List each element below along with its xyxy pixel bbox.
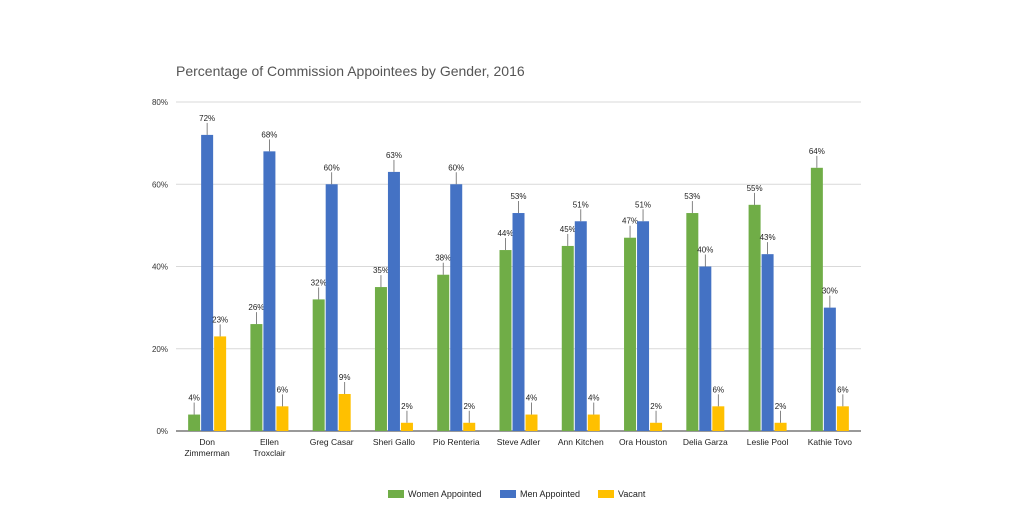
bar — [312, 299, 325, 431]
bar — [387, 171, 400, 431]
data-label: 2% — [650, 402, 662, 411]
legend-item: Vacant — [598, 489, 645, 499]
bar — [712, 406, 725, 431]
bar — [637, 221, 650, 431]
bar — [250, 324, 263, 431]
data-label: 53% — [510, 192, 526, 201]
y-tick-label: 0% — [156, 427, 168, 436]
legend-swatch — [598, 490, 614, 498]
x-tick-label: Leslie Pool — [747, 437, 789, 447]
legend-swatch — [500, 490, 516, 498]
data-label: 35% — [373, 266, 389, 275]
bar — [263, 151, 276, 431]
x-tick-label: Ann Kitchen — [558, 437, 604, 447]
x-tick-label: Don — [199, 437, 215, 447]
data-label: 51% — [573, 200, 589, 209]
x-tick-label: Kathie Tovo — [808, 437, 853, 447]
data-label: 32% — [311, 278, 327, 287]
x-tick-label: Sheri Gallo — [373, 437, 415, 447]
bar — [437, 274, 450, 431]
bar — [574, 221, 587, 431]
data-label: 51% — [635, 200, 651, 209]
data-label: 55% — [747, 184, 763, 193]
data-label: 30% — [822, 287, 838, 296]
bar — [188, 414, 201, 431]
data-label: 4% — [526, 394, 538, 403]
data-label: 6% — [277, 385, 289, 394]
data-label: 40% — [697, 246, 713, 255]
bar — [624, 237, 637, 431]
bar — [512, 213, 525, 431]
bar — [214, 336, 227, 431]
data-label: 63% — [386, 151, 402, 160]
x-tick-label: Greg Casar — [310, 437, 354, 447]
bar — [587, 414, 600, 431]
data-label: 2% — [401, 402, 413, 411]
x-tick-label: Troxclair — [253, 448, 285, 458]
bar — [525, 414, 538, 431]
bar — [499, 250, 512, 431]
bar — [650, 422, 663, 431]
legend-item: Men Appointed — [500, 489, 580, 499]
y-tick-label: 80% — [152, 98, 168, 107]
y-tick-label: 20% — [152, 345, 168, 354]
data-label: 23% — [212, 315, 228, 324]
data-label: 2% — [463, 402, 475, 411]
bar — [774, 422, 787, 431]
x-tick-label: Steve Adler — [497, 437, 541, 447]
bar — [374, 287, 387, 431]
x-tick-label: Delia Garza — [683, 437, 728, 447]
data-label: 47% — [622, 217, 638, 226]
legend-label: Vacant — [618, 489, 646, 499]
x-tick-label: Ellen — [260, 437, 279, 447]
y-tick-label: 40% — [152, 263, 168, 272]
y-tick-label: 60% — [152, 180, 168, 189]
data-label: 9% — [339, 373, 351, 382]
bar — [686, 213, 699, 431]
data-label: 43% — [760, 233, 776, 242]
x-tick-label: Zimmerman — [184, 448, 230, 458]
bar — [325, 184, 338, 431]
chart-title: Percentage of Commission Appointees by G… — [176, 63, 525, 79]
data-label: 2% — [775, 402, 787, 411]
x-tick-label: Ora Houston — [619, 437, 667, 447]
legend-label: Women Appointed — [408, 489, 482, 499]
bar — [276, 406, 289, 431]
data-label: 38% — [435, 254, 451, 263]
data-label: 60% — [324, 163, 340, 172]
bar — [761, 254, 774, 431]
legend: Women Appointed Men Appointed Vacant — [0, 489, 1036, 503]
data-label: 44% — [497, 229, 513, 238]
data-label: 26% — [248, 303, 264, 312]
data-label: 72% — [199, 114, 215, 123]
bar — [836, 406, 849, 431]
bar — [400, 422, 413, 431]
data-label: 53% — [684, 192, 700, 201]
data-label: 60% — [448, 163, 464, 172]
data-label: 64% — [809, 147, 825, 156]
bar — [201, 134, 214, 431]
bar — [463, 422, 476, 431]
legend-swatch — [388, 490, 404, 498]
data-label: 4% — [588, 394, 600, 403]
bar — [823, 307, 836, 431]
data-label: 4% — [188, 394, 200, 403]
bar — [338, 393, 351, 431]
bar — [810, 167, 823, 432]
data-label: 6% — [837, 385, 849, 394]
data-label: 68% — [261, 130, 277, 139]
bar — [748, 204, 761, 431]
bar — [561, 245, 574, 431]
x-tick-label: Pio Renteria — [433, 437, 480, 447]
legend-label: Men Appointed — [520, 489, 581, 499]
data-label: 6% — [713, 385, 725, 394]
bar — [699, 266, 712, 431]
legend-item: Women Appointed — [388, 489, 481, 499]
data-label: 45% — [560, 225, 576, 234]
bar — [450, 184, 463, 431]
